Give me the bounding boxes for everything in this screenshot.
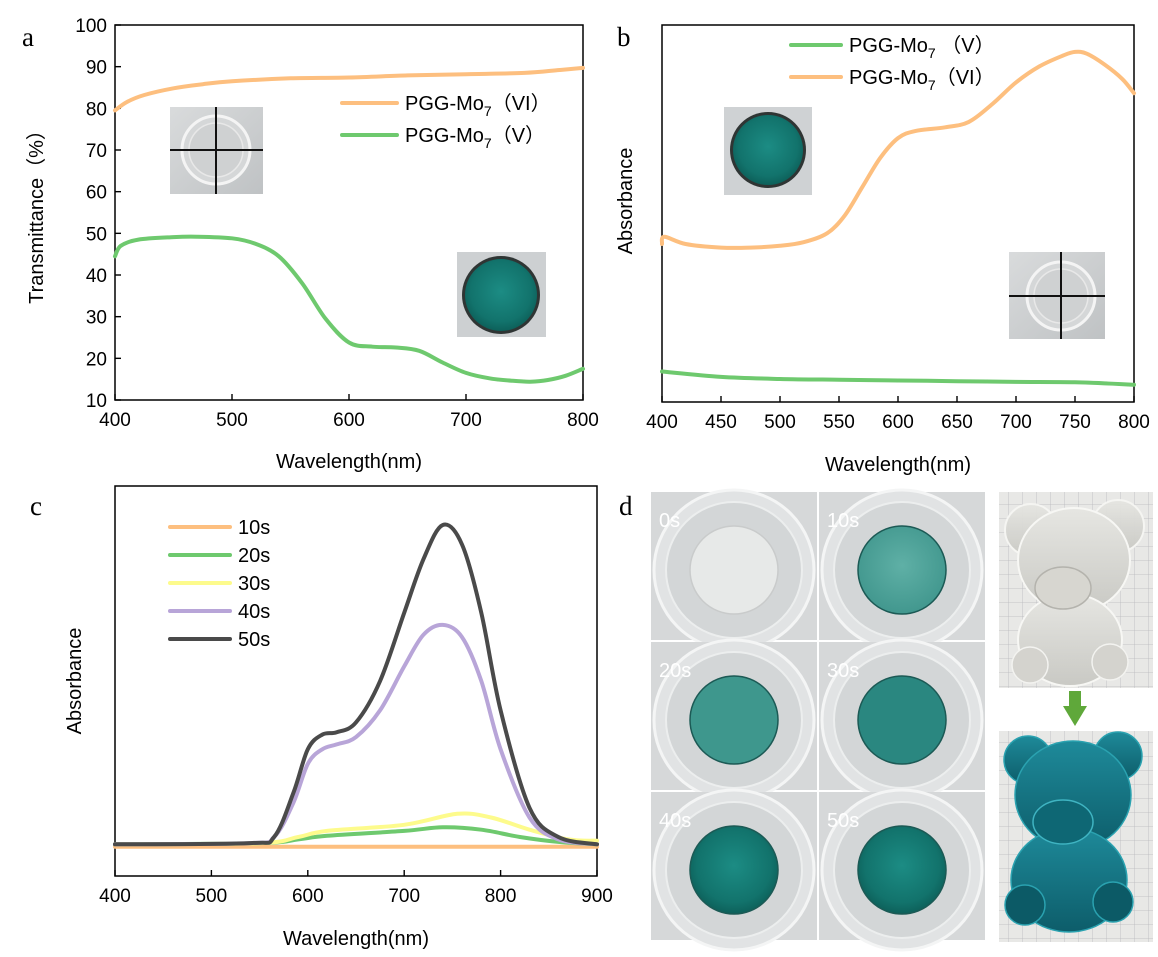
time-label: 0s (659, 510, 680, 532)
x-tick-label: 550 (823, 412, 855, 433)
inset-blue-disc-b (724, 107, 812, 195)
dish-photo-20s: 20s (651, 638, 817, 802)
time-label: 50s (827, 810, 859, 832)
series-line-pggmo (113, 234, 585, 384)
legend-a: PGG-Mo7（VI） PGG-Mo7（V） (340, 92, 551, 151)
bear-photo-clear (999, 492, 1153, 688)
panel-letter-b: b (617, 22, 631, 52)
x-tick-label: 800 (567, 410, 599, 431)
panel-b: b 400 450 500 550 600 650 700 750 800 PGG-Mo7 （V… (615, 22, 1150, 476)
dish-photo-40s: 40s (651, 788, 817, 952)
time-label: 20s (659, 660, 691, 682)
series-line-40s (113, 622, 599, 847)
x-axis-label-b: Wavelength(nm) (825, 454, 971, 476)
panel-letter-d: d (619, 491, 633, 521)
x-axis-label-c: Wavelength(nm) (283, 928, 429, 950)
panel-letter-a: a (22, 22, 34, 52)
arrow-down-icon (1063, 691, 1087, 726)
x-tick-label: 600 (292, 886, 324, 907)
x-tick-label: 900 (581, 886, 613, 907)
y-tick-label: 10 (86, 391, 107, 412)
legend-label: PGG-Mo7（VI） (405, 92, 551, 119)
x-tick-label: 800 (485, 886, 517, 907)
y-tick-label: 50 (86, 224, 107, 245)
series-line-pggmo (113, 65, 585, 113)
legend-b: PGG-Mo7 （V） PGG-Mo7（VI） (789, 34, 995, 93)
dish-photo-50s: 50s (819, 788, 985, 952)
legend-label: PGG-Mo7 （V） (849, 34, 995, 61)
series-line-pggmo (659, 49, 1136, 250)
legend-label: 50s (238, 629, 270, 651)
y-tick-label: 30 (86, 308, 107, 329)
x-tick-label: 500 (216, 410, 248, 431)
x-tick-label: 400 (99, 410, 131, 431)
bear-photo-blue (999, 731, 1153, 942)
y-tick-label: 80 (86, 99, 107, 120)
y-tick-label: 40 (86, 266, 107, 287)
dish-photo-0s: 0s (651, 488, 817, 652)
x-tick-label: 500 (764, 412, 796, 433)
y-tick-label: 70 (86, 141, 107, 162)
x-tick-label: 600 (333, 410, 365, 431)
x-tick-label: 500 (196, 886, 228, 907)
legend-c: 10s 20s 30s 40s 50s (168, 517, 270, 651)
legend-label: 30s (238, 573, 270, 595)
legend-label: 10s (238, 517, 270, 539)
y-tick-label: 20 (86, 349, 107, 370)
series-line-50s (113, 522, 599, 847)
x-tick-label: 400 (646, 412, 678, 433)
y-tick-label: 60 (86, 183, 107, 204)
x-tick-label: 400 (99, 886, 131, 907)
x-tick-label: 600 (882, 412, 914, 433)
inset-clear-disc-a (170, 107, 263, 194)
x-tick-label: 800 (1118, 412, 1150, 433)
x-tick-label: 700 (450, 410, 482, 431)
x-axis-label-a: Wavelength(nm) (276, 451, 422, 473)
legend-label: 40s (238, 601, 270, 623)
inset-blue-disc-a (457, 252, 546, 337)
plot-frame-b (661, 24, 1135, 403)
time-label: 30s (827, 660, 859, 682)
x-tick-label: 700 (388, 886, 420, 907)
y-axis-label-a: Transmittance（%） (25, 120, 48, 304)
y-axis-label-b: Absorbance (615, 148, 637, 255)
plot-frame-c (114, 485, 598, 877)
x-tick-label: 650 (941, 412, 973, 433)
dish-photo-30s: 30s (819, 638, 985, 802)
panel-a: a 400 500 600 700 800 10 20 30 40 50 60 70 80 90 100 P… (22, 16, 599, 473)
x-tick-label: 700 (1000, 412, 1032, 433)
y-tick-label: 90 (86, 58, 107, 79)
panel-letter-c: c (30, 491, 42, 521)
x-tick-label: 750 (1059, 412, 1091, 433)
series-line-pggmo (660, 369, 1136, 387)
panel-d: d 0s 10s 20s 30s 40s 50s (619, 488, 1153, 952)
legend-label: PGG-Mo7（VI） (849, 66, 995, 93)
y-axis-label-c: Absorbance (64, 628, 86, 735)
plot-frame-a (114, 24, 584, 401)
dish-photo-10s: 10s (819, 488, 985, 652)
panel-c: c 400 500 600 700 800 900 10s 20s 30s 40s 50s Wav… (30, 485, 613, 950)
inset-clear-disc-b (1009, 252, 1105, 339)
dish-photo-grid: 0s 10s 20s 30s 40s 50s (651, 488, 985, 952)
legend-label: 20s (238, 545, 270, 567)
time-label: 10s (827, 510, 859, 532)
y-tick-label: 100 (75, 16, 107, 37)
x-tick-label: 450 (705, 412, 737, 433)
time-label: 40s (659, 810, 691, 832)
legend-label: PGG-Mo7（V） (405, 124, 545, 151)
